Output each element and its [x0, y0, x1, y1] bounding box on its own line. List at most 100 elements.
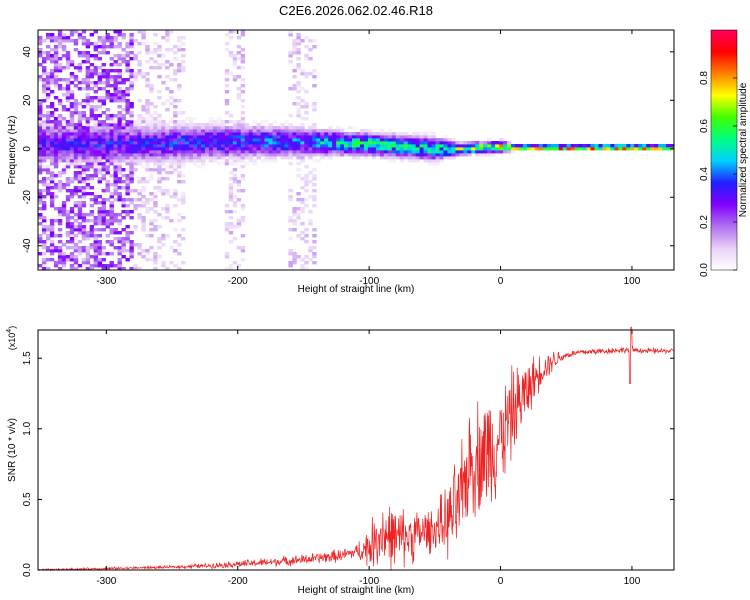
spectrogram-cell [193, 156, 198, 160]
spectrogram-cell [105, 222, 110, 226]
spectrogram-cell [109, 147, 114, 151]
spectrogram-cell [662, 147, 667, 151]
spectrogram-cell [121, 114, 126, 118]
spectrogram-cell [53, 123, 59, 127]
spectrogram-cell [85, 96, 91, 100]
spectrogram-cell [157, 129, 162, 133]
spectrogram-cell [304, 267, 309, 271]
spectrogram-cell [101, 198, 106, 202]
spectrogram-cell [312, 75, 317, 79]
spectrogram-cell [45, 144, 51, 148]
spectrogram-cell [41, 141, 47, 145]
spectrogram-cell [133, 168, 138, 172]
spectrogram-cell [224, 69, 230, 73]
spectrogram-cell [38, 54, 43, 58]
spectrogram-cell [45, 135, 51, 139]
spectrogram-cell [109, 168, 114, 172]
spectrogram-cell [499, 144, 504, 148]
spectrogram-cell [435, 159, 440, 163]
spectrogram-cell [348, 153, 353, 157]
spectrogram-cell [300, 150, 305, 154]
spectrogram-cell [109, 204, 114, 208]
spectrogram-cell [141, 228, 146, 232]
spectrogram-cell [308, 153, 313, 157]
spectrogram-cell [197, 150, 202, 154]
spectrogram-cell [157, 153, 162, 157]
spectrogram-cell [308, 144, 313, 148]
spectrogram-cell [224, 159, 230, 163]
spectrogram-cell [232, 204, 238, 208]
spectrogram-cell [312, 174, 317, 178]
spectrogram-cell [173, 162, 178, 166]
spectrogram-cell [105, 132, 110, 136]
spectrogram-cell [145, 165, 150, 169]
spectrogram-cell [344, 147, 349, 151]
spectrogram-cell [81, 153, 87, 157]
spectrogram-cell [642, 147, 647, 151]
spectrogram-cell [61, 204, 67, 208]
spectrogram-cell [125, 153, 130, 157]
spectrogram-cell [105, 135, 110, 139]
spectrogram-cell [89, 225, 95, 229]
spectrogram-cell [105, 198, 110, 202]
spectrogram-cell [157, 162, 162, 166]
spectrogram-cell [125, 129, 130, 133]
spectrogram-cell [177, 213, 182, 217]
spectrogram-cell [264, 150, 269, 154]
spectrogram-cell [177, 63, 182, 67]
spectrogram-cell [121, 159, 126, 163]
snr-y-multiplier: (x104) [6, 326, 17, 350]
spectrogram-cell [216, 132, 222, 136]
spectrogram-cell [312, 147, 317, 151]
spectrogram-cell [65, 99, 71, 103]
spectrogram-cell [105, 39, 110, 43]
spectrogram-cell [304, 165, 309, 169]
spectrogram-cell [383, 150, 389, 154]
spectrogram-cell [181, 66, 186, 70]
spectrogram-cell [125, 93, 130, 97]
spectrogram-cell [49, 240, 55, 244]
spectrogram-cell [69, 126, 75, 130]
spectrogram-cell [45, 81, 51, 85]
spectrogram-cell [272, 141, 277, 145]
spectrogram-cell [73, 111, 79, 115]
spectrogram-cell [383, 147, 389, 151]
spectrogram-cell [228, 153, 234, 157]
spectrogram-cell [411, 150, 417, 154]
spectrogram-cell [129, 126, 134, 130]
spectrogram-cell [97, 36, 103, 40]
spectrogram-cell [125, 234, 130, 238]
spectrogram-cell [236, 51, 242, 55]
spectrogram-cell [141, 189, 146, 193]
spectrogram-cell [121, 99, 126, 103]
spectrogram-cell [73, 132, 79, 136]
spectrogram-cell [89, 156, 95, 160]
spectrogram-cell [113, 126, 118, 130]
spectrogram-cell [630, 147, 635, 151]
spectrogram-cell [81, 177, 87, 181]
spectrogram-cell [212, 138, 218, 142]
spectrogram-cell [415, 147, 421, 151]
spectrogram-cell [204, 150, 210, 154]
spectrogram-cell [125, 108, 130, 112]
spectrogram-cell [137, 213, 142, 217]
spectrogram-cell [125, 144, 130, 148]
spectrogram-cell [45, 147, 51, 151]
spectrogram-cell [125, 225, 130, 229]
spectrogram-cell [97, 39, 103, 43]
spectrogram-cell [45, 228, 51, 232]
spectrogram-cell [236, 159, 242, 163]
spectrogram-cell [228, 186, 234, 190]
spectrogram-cell [316, 141, 321, 145]
spectrogram-cell [296, 234, 301, 238]
spectrogram-cell [65, 51, 71, 55]
spectrogram-cell [53, 135, 59, 139]
spectrogram-cell [61, 207, 67, 211]
spectrogram-cell [300, 141, 305, 145]
spectrogram-cell [137, 192, 142, 196]
spectrogram-cell [367, 141, 373, 145]
spectrogram-cell [228, 135, 234, 139]
spectrogram-cell [419, 138, 424, 142]
spectrogram-cell [435, 156, 440, 160]
spectrogram-cell [137, 117, 142, 121]
